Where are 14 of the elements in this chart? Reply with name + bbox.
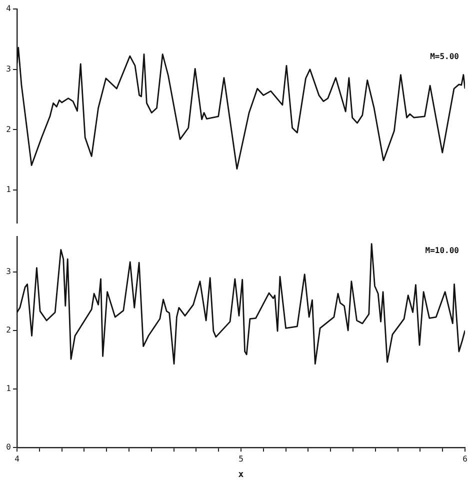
y-tick-label: 4 [6,4,12,14]
x-tick-label: 6 [462,454,468,464]
x-axis-title: x [238,470,244,480]
y-tick-label: 3 [6,64,12,74]
y-tick-label: 0 [6,442,12,452]
y-tick-label: 3 [6,267,12,276]
x-tick-label: 5 [238,454,244,464]
y-tick-label: 1 [6,384,12,394]
annotation: M=5.00 [430,52,460,62]
y-tick-label: 1 [6,185,12,194]
y-tick-label: 2 [6,326,12,335]
y-tick-label: 2 [6,124,12,134]
annotation: M=10.00 [425,246,460,255]
x-tick-label: 4 [14,454,20,464]
